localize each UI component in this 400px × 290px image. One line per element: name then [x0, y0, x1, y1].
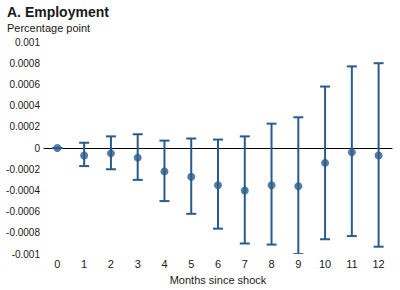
svg-text:A. Employment: A. Employment — [7, 4, 109, 20]
svg-text:0.0002: 0.0002 — [9, 121, 40, 132]
svg-text:0.0008: 0.0008 — [9, 58, 40, 69]
svg-text:-0.0008: -0.0008 — [6, 227, 40, 238]
svg-text:12: 12 — [372, 258, 384, 270]
svg-text:8: 8 — [268, 258, 274, 270]
svg-text:7: 7 — [242, 258, 248, 270]
svg-text:1: 1 — [81, 258, 87, 270]
svg-text:0.0006: 0.0006 — [9, 79, 40, 90]
svg-text:0: 0 — [54, 258, 60, 270]
svg-text:Percentage point: Percentage point — [7, 22, 90, 34]
svg-text:-0.001: -0.001 — [12, 249, 41, 260]
svg-text:0.0004: 0.0004 — [9, 100, 40, 111]
svg-text:3: 3 — [135, 258, 141, 270]
svg-text:9: 9 — [295, 258, 301, 270]
svg-text:Months since shock: Months since shock — [170, 274, 267, 286]
svg-text:2: 2 — [108, 258, 114, 270]
svg-text:-0.0002: -0.0002 — [6, 164, 40, 175]
svg-text:6: 6 — [215, 258, 221, 270]
svg-text:0.001: 0.001 — [15, 37, 40, 48]
svg-text:4: 4 — [161, 258, 167, 270]
svg-text:5: 5 — [188, 258, 194, 270]
svg-text:-0.0006: -0.0006 — [6, 206, 40, 217]
svg-text:0: 0 — [34, 143, 40, 154]
svg-text:10: 10 — [319, 258, 331, 270]
svg-text:11: 11 — [346, 258, 357, 270]
svg-text:-0.0004: -0.0004 — [6, 185, 40, 196]
